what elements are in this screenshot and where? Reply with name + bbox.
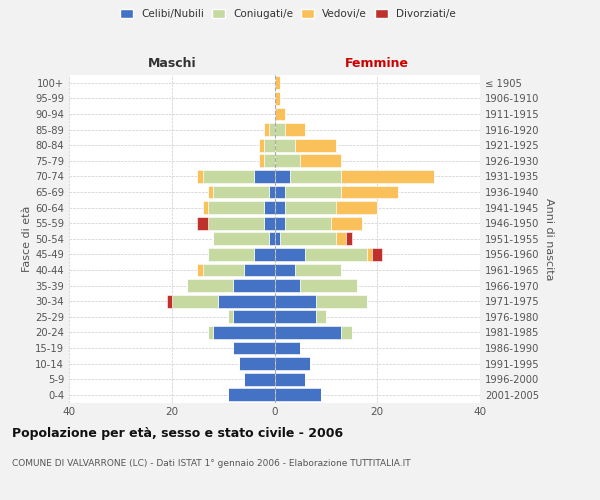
Bar [275, 294, 316, 308]
Bar [203, 201, 208, 214]
Bar [275, 264, 295, 276]
Bar [208, 248, 254, 260]
Bar [264, 201, 275, 214]
Bar [275, 92, 280, 105]
Bar [203, 170, 254, 183]
Bar [233, 279, 275, 292]
Bar [275, 123, 285, 136]
Bar [336, 232, 346, 245]
Y-axis label: Fasce di età: Fasce di età [22, 206, 32, 272]
Bar [275, 170, 290, 183]
Bar [275, 217, 285, 230]
Bar [346, 232, 352, 245]
Bar [187, 279, 233, 292]
Bar [275, 326, 341, 338]
Bar [341, 186, 398, 198]
Bar [275, 139, 295, 151]
Bar [197, 170, 203, 183]
Text: Femmine: Femmine [345, 58, 409, 70]
Bar [208, 186, 213, 198]
Bar [275, 154, 300, 167]
Bar [218, 294, 275, 308]
Bar [254, 248, 275, 260]
Bar [244, 264, 275, 276]
Bar [336, 201, 377, 214]
Bar [203, 264, 244, 276]
Bar [275, 279, 300, 292]
Bar [264, 217, 275, 230]
Bar [300, 154, 341, 167]
Bar [275, 310, 316, 323]
Bar [275, 342, 300, 354]
Bar [233, 310, 275, 323]
Bar [197, 264, 203, 276]
Bar [254, 170, 275, 183]
Bar [228, 388, 275, 401]
Text: COMUNE DI VALVARRONE (LC) - Dati ISTAT 1° gennaio 2006 - Elaborazione TUTTITALIA: COMUNE DI VALVARRONE (LC) - Dati ISTAT 1… [12, 459, 410, 468]
Bar [275, 388, 321, 401]
Bar [208, 326, 213, 338]
Bar [295, 139, 336, 151]
Bar [269, 232, 275, 245]
Bar [264, 123, 269, 136]
Legend: Celibi/Nubili, Coniugati/e, Vedovi/e, Divorziati/e: Celibi/Nubili, Coniugati/e, Vedovi/e, Di… [116, 5, 460, 24]
Bar [213, 326, 275, 338]
Text: Maschi: Maschi [148, 58, 196, 70]
Bar [290, 170, 341, 183]
Bar [316, 294, 367, 308]
Bar [367, 248, 372, 260]
Bar [285, 123, 305, 136]
Bar [233, 342, 275, 354]
Bar [197, 217, 208, 230]
Bar [228, 310, 233, 323]
Bar [259, 154, 264, 167]
Bar [285, 186, 341, 198]
Bar [305, 248, 367, 260]
Bar [264, 139, 275, 151]
Bar [341, 326, 352, 338]
Bar [208, 201, 264, 214]
Bar [275, 372, 305, 386]
Bar [264, 154, 275, 167]
Y-axis label: Anni di nascita: Anni di nascita [544, 198, 554, 280]
Bar [213, 232, 269, 245]
Bar [300, 279, 356, 292]
Bar [172, 294, 218, 308]
Bar [295, 264, 341, 276]
Bar [316, 310, 326, 323]
Bar [269, 186, 275, 198]
Bar [331, 217, 362, 230]
Bar [275, 248, 305, 260]
Bar [280, 232, 336, 245]
Bar [259, 139, 264, 151]
Bar [275, 201, 285, 214]
Bar [269, 123, 275, 136]
Bar [213, 186, 269, 198]
Bar [285, 201, 336, 214]
Bar [167, 294, 172, 308]
Bar [275, 186, 285, 198]
Bar [275, 76, 280, 89]
Text: Popolazione per età, sesso e stato civile - 2006: Popolazione per età, sesso e stato civil… [12, 428, 343, 440]
Bar [275, 108, 285, 120]
Bar [285, 217, 331, 230]
Bar [372, 248, 382, 260]
Bar [275, 357, 310, 370]
Bar [275, 232, 280, 245]
Bar [208, 217, 264, 230]
Bar [239, 357, 275, 370]
Bar [244, 372, 275, 386]
Bar [341, 170, 434, 183]
